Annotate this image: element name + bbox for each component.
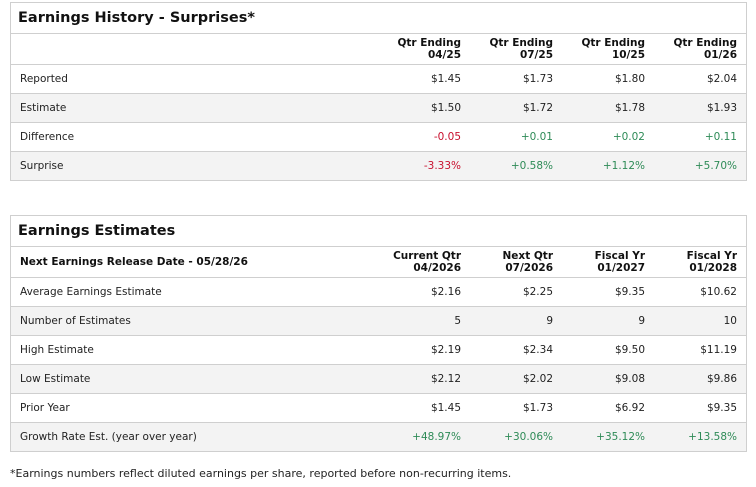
cell-value: $1.72 [470, 93, 562, 123]
cell-value: $1.73 [470, 393, 562, 423]
table-row: Reported $1.45 $1.73 $1.80 $2.04 [11, 64, 746, 94]
column-header: Current Qtr 04/2026 [378, 247, 470, 278]
cell-value: $2.02 [470, 364, 562, 394]
row-label: Estimate [11, 93, 378, 123]
row-label: Average Earnings Estimate [11, 277, 378, 307]
table-row: Growth Rate Est. (year over year) +48.97%… [11, 422, 746, 451]
cell-value: $9.35 [654, 393, 746, 423]
cell-value: 5 [378, 306, 470, 336]
header-row: Next Earnings Release Date - 05/28/26 Cur… [11, 247, 746, 278]
cell-value: $10.62 [654, 277, 746, 307]
cell-value: 10 [654, 306, 746, 336]
column-header: Qtr Ending 07/25 [470, 34, 562, 65]
row-label: Reported [11, 64, 378, 94]
cell-value: $11.19 [654, 335, 746, 365]
cell-value: $2.16 [378, 277, 470, 307]
cell-value: +1.12% [562, 151, 654, 180]
row-label: High Estimate [11, 335, 378, 365]
column-header: Next Qtr 07/2026 [470, 247, 562, 278]
row-label: Number of Estimates [11, 306, 378, 336]
cell-value: +0.01 [470, 122, 562, 152]
cell-value: $1.50 [378, 93, 470, 123]
cell-value: +35.12% [562, 422, 654, 451]
cell-value: $9.08 [562, 364, 654, 394]
table-row: Average Earnings Estimate $2.16 $2.25 $9.35… [11, 277, 746, 307]
row-label: Difference [11, 122, 378, 152]
cell-value: +0.02 [562, 122, 654, 152]
cell-value: $1.93 [654, 93, 746, 123]
cell-value: $9.35 [562, 277, 654, 307]
cell-value: $1.45 [378, 64, 470, 94]
footnote: *Earnings numbers reflect diluted earnin… [10, 467, 512, 480]
table-row: Low Estimate $2.12 $2.02 $9.08 $9.86 [11, 364, 746, 394]
row-label: Growth Rate Est. (year over year) [11, 422, 378, 451]
cell-value: $2.12 [378, 364, 470, 394]
cell-value: +5.70% [654, 151, 746, 180]
table-row: Estimate $1.50 $1.72 $1.78 $1.93 [11, 93, 746, 123]
cell-value: +0.58% [470, 151, 562, 180]
table-row: Number of Estimates 5 9 9 10 [11, 306, 746, 336]
header-label: Next Earnings Release Date - 05/28/26 [11, 247, 378, 278]
cell-value: $9.50 [562, 335, 654, 365]
cell-value: 9 [470, 306, 562, 336]
cell-value: 9 [562, 306, 654, 336]
column-header: Fiscal Yr 01/2027 [562, 247, 654, 278]
cell-value: $2.19 [378, 335, 470, 365]
cell-value: -0.05 [378, 122, 470, 152]
table-row: Difference -0.05 +0.01 +0.02 +0.11 [11, 122, 746, 152]
cell-value: $1.78 [562, 93, 654, 123]
header-row: Qtr Ending 04/25 Qtr Ending 07/25 Qtr Ending… [11, 34, 746, 65]
cell-value: $9.86 [654, 364, 746, 394]
table-row: Surprise -3.33% +0.58% +1.12% +5.70% [11, 151, 746, 180]
column-header: Fiscal Yr 01/2028 [654, 247, 746, 278]
cell-value: +48.97% [378, 422, 470, 451]
cell-value: $2.34 [470, 335, 562, 365]
cell-value: +0.11 [654, 122, 746, 152]
row-label: Surprise [11, 151, 378, 180]
table-row: Prior Year $1.45 $1.73 $6.92 $9.35 [11, 393, 746, 423]
header-label [11, 34, 378, 65]
row-label: Prior Year [11, 393, 378, 423]
cell-value: $2.25 [470, 277, 562, 307]
cell-value: $6.92 [562, 393, 654, 423]
cell-value: +13.58% [654, 422, 746, 451]
earnings-history-panel: Earnings History - Surprises* Qtr Ending… [10, 2, 747, 181]
earnings-estimates-title: Earnings Estimates [11, 216, 746, 247]
earnings-history-title: Earnings History - Surprises* [11, 3, 746, 34]
column-header: Qtr Ending 04/25 [378, 34, 470, 65]
cell-value: $1.73 [470, 64, 562, 94]
column-header: Qtr Ending 01/26 [654, 34, 746, 65]
cell-value: -3.33% [378, 151, 470, 180]
column-header: Qtr Ending 10/25 [562, 34, 654, 65]
table-row: High Estimate $2.19 $2.34 $9.50 $11.19 [11, 335, 746, 365]
earnings-estimates-table: Next Earnings Release Date - 05/28/26 Cur… [11, 247, 746, 451]
earnings-history-table: Qtr Ending 04/25 Qtr Ending 07/25 Qtr Ending… [11, 34, 746, 180]
cell-value: +30.06% [470, 422, 562, 451]
earnings-estimates-panel: Earnings Estimates Next Earnings Release… [10, 215, 747, 452]
cell-value: $1.80 [562, 64, 654, 94]
cell-value: $2.04 [654, 64, 746, 94]
cell-value: $1.45 [378, 393, 470, 423]
row-label: Low Estimate [11, 364, 378, 394]
